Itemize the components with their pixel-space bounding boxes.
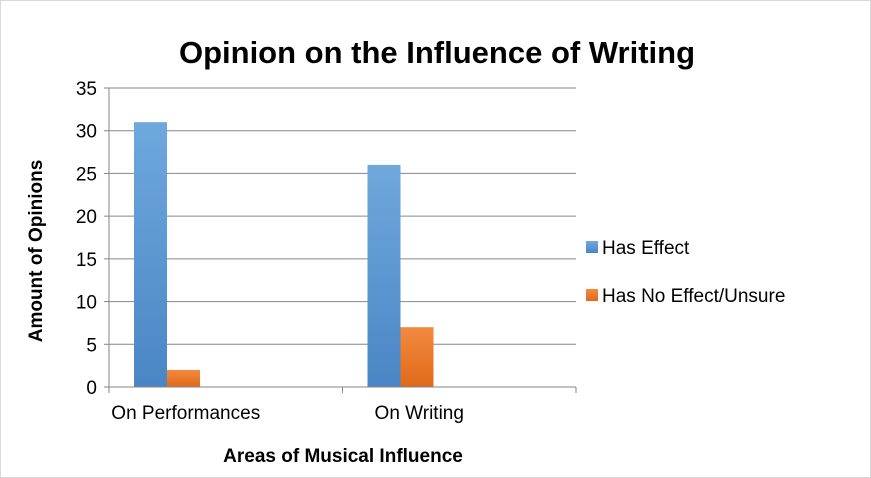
- bar-has-effect-0: [134, 122, 167, 388]
- y-tick-label: 25: [76, 164, 97, 185]
- legend-swatch-has-no-effect: [586, 289, 598, 301]
- legend-label: Has Effect: [602, 238, 690, 259]
- gridlines: [109, 87, 576, 345]
- x-tick-labels: On Performances On Writing: [111, 403, 464, 424]
- axes: [104, 87, 577, 393]
- legend: Has Effect Has No Effect/Unsure: [586, 238, 785, 307]
- y-tick-label: 10: [76, 293, 97, 314]
- y-tick-label: 30: [76, 122, 97, 143]
- chart-title: Opinion on the Influence of Writing: [179, 35, 695, 70]
- bars: [134, 122, 434, 388]
- bar-has-effect-1: [367, 164, 401, 387]
- legend-swatch-has-effect: [586, 241, 598, 253]
- y-tick-label: 0: [86, 378, 97, 399]
- x-tick-label: On Writing: [375, 403, 464, 424]
- bar-has-no-effect-1: [400, 327, 434, 387]
- y-tick-label: 15: [76, 250, 97, 271]
- x-axis-title: Areas of Musical Influence: [223, 446, 463, 467]
- y-tick-label: 20: [76, 207, 97, 228]
- y-tick-labels: 0 5 10 15 20 25 30 35: [76, 79, 97, 399]
- y-axis-title: Amount of Opinions: [26, 160, 47, 343]
- x-tick-label: On Performances: [111, 403, 260, 424]
- bar-has-no-effect-0: [167, 369, 200, 387]
- legend-label: Has No Effect/Unsure: [602, 286, 785, 307]
- y-tick-label: 5: [86, 335, 97, 356]
- y-tick-label: 35: [76, 79, 97, 100]
